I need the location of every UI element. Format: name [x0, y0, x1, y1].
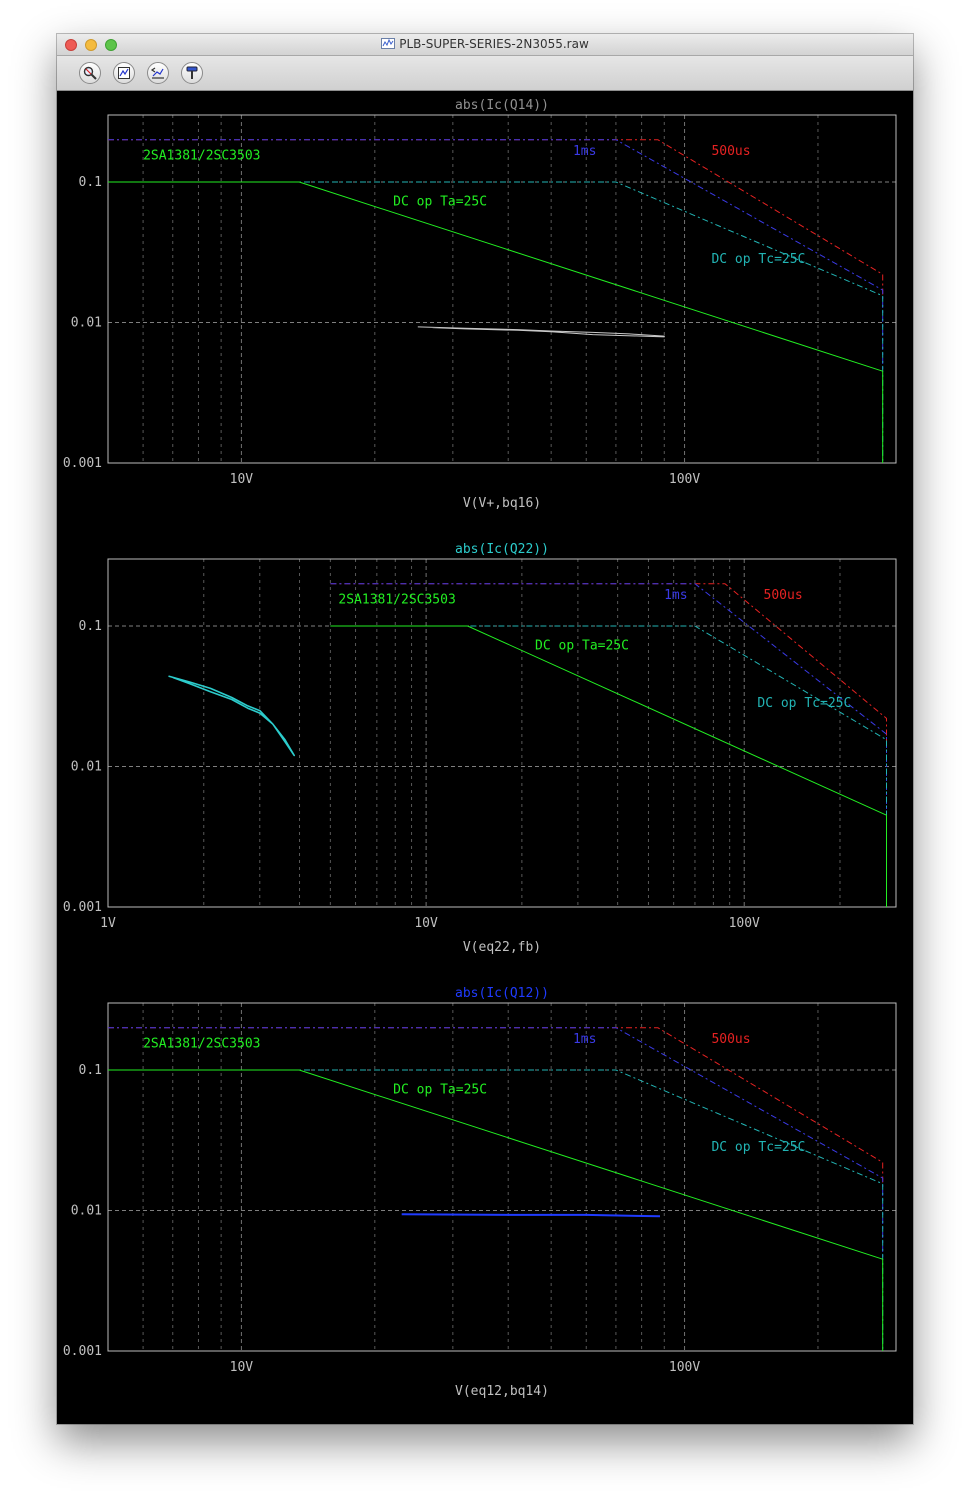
minimize-window-button[interactable]	[85, 39, 97, 51]
window-title: PLB-SUPER-SERIES-2N3055.raw	[399, 37, 589, 51]
annotation-label: 500us	[711, 1032, 750, 1047]
x-axis-label: V(eq12,bq14)	[455, 1384, 549, 1399]
series-line-tc	[108, 181, 884, 463]
series-line-ms1	[108, 139, 884, 372]
annotation-label: DC op Ta=25C	[535, 639, 629, 654]
series-line-ms1	[330, 583, 887, 816]
series-line-us500	[108, 139, 884, 298]
annotation-label: 1ms	[573, 1032, 596, 1047]
plot-frame	[107, 558, 897, 908]
title-bar[interactable]: PLB-SUPER-SERIES-2N3055.raw	[57, 34, 913, 56]
zoom-back-icon	[150, 67, 164, 79]
plot-frame	[107, 1002, 897, 1352]
annotation-label: 2SA1381/2SC3503	[143, 1036, 260, 1051]
annotation-label: DC op Ta=25C	[393, 195, 487, 210]
waveform-file-icon	[381, 38, 396, 49]
y-tick-label: 0.001	[63, 900, 102, 915]
annotation-label: 1ms	[664, 588, 687, 603]
y-tick-label: 0.01	[71, 316, 102, 331]
chart-title: abs(Ic(Q22))	[455, 542, 549, 557]
probe-icon	[186, 66, 198, 79]
y-tick-label: 0.1	[79, 175, 102, 190]
annotation-label: DC op Tc=25C	[757, 696, 851, 711]
series-line-us500	[330, 583, 887, 742]
zoom-area-button[interactable]	[79, 62, 101, 84]
annotation-label: 2SA1381/2SC3503	[338, 592, 455, 607]
series-line-tc	[330, 625, 887, 907]
annotation-label: DC op Tc=25C	[711, 1140, 805, 1155]
toolbar	[57, 56, 913, 91]
series-line-tc	[108, 1069, 884, 1351]
y-tick-label: 0.1	[79, 1063, 102, 1078]
x-tick-label: 10V	[230, 1360, 254, 1375]
x-tick-label: 100V	[669, 472, 700, 487]
y-tick-label: 0.1	[79, 619, 102, 634]
close-window-button[interactable]	[65, 39, 77, 51]
chart-pane-2[interactable]: 0.001 0.01 0.1 1V 10V 100V abs(Ic(Q22)) V(eq22,…	[63, 542, 897, 955]
annotation-label: DC op Ta=25C	[393, 1083, 487, 1098]
annotation-label: 500us	[764, 588, 803, 603]
x-tick-label: 10V	[414, 916, 438, 931]
series-line-ta	[108, 181, 884, 463]
zoom-back-button[interactable]	[147, 62, 169, 84]
x-tick-label: 10V	[230, 472, 254, 487]
probe-button[interactable]	[181, 62, 203, 84]
plot-canvas[interactable]: 0.001 0.01 0.1 10V 100V abs(Ic(Q14)) V(V+,bq16…	[57, 91, 913, 1424]
series-line-ms1	[108, 1027, 884, 1260]
window-title-wrap: PLB-SUPER-SERIES-2N3055.raw	[57, 37, 913, 51]
series-line-trace_q12	[401, 1213, 661, 1218]
plot-area[interactable]: 0.001 0.01 0.1 10V 100V abs(Ic(Q14)) V(V+,bq16…	[57, 91, 913, 1424]
chart-title: abs(Ic(Q12))	[455, 986, 549, 1001]
annotation-label: 2SA1381/2SC3503	[143, 148, 260, 163]
annotation-label: DC op Tc=25C	[711, 252, 805, 267]
waveform-viewer-window: PLB-SUPER-SERIES-2N3055.raw 0.001 0.01 0.1…	[57, 34, 913, 1424]
zoom-window-button[interactable]	[105, 39, 117, 51]
y-tick-label: 0.001	[63, 1344, 102, 1359]
plot-frame	[107, 114, 897, 464]
y-tick-label: 0.001	[63, 456, 102, 471]
y-tick-label: 0.01	[71, 1204, 102, 1219]
series-line-us500	[108, 1027, 884, 1186]
series-line-ta	[330, 625, 887, 907]
x-axis-label: V(eq22,fb)	[463, 940, 541, 955]
x-tick-label: 100V	[669, 1360, 700, 1375]
series-line-trace_q14	[417, 326, 665, 338]
annotation-label: 1ms	[573, 144, 596, 159]
magnifier-icon	[83, 66, 97, 80]
chart-pane-3[interactable]: 0.001 0.01 0.1 10V 100V abs(Ic(Q12)) V(eq12,bq…	[63, 986, 897, 1399]
x-tick-label: 1V	[100, 916, 116, 931]
series-line-trace_q22	[168, 675, 295, 757]
annotation-label: 500us	[711, 144, 750, 159]
series-line-ta	[108, 1069, 884, 1351]
y-tick-label: 0.01	[71, 760, 102, 775]
zoom-extents-icon	[118, 67, 130, 79]
x-tick-label: 100V	[729, 916, 760, 931]
zoom-fit-button[interactable]	[113, 62, 135, 84]
x-axis-label: V(V+,bq16)	[463, 496, 541, 511]
chart-title: abs(Ic(Q14))	[455, 98, 549, 113]
chart-pane-1[interactable]: 0.001 0.01 0.1 10V 100V abs(Ic(Q14)) V(V+,bq16…	[63, 98, 897, 511]
